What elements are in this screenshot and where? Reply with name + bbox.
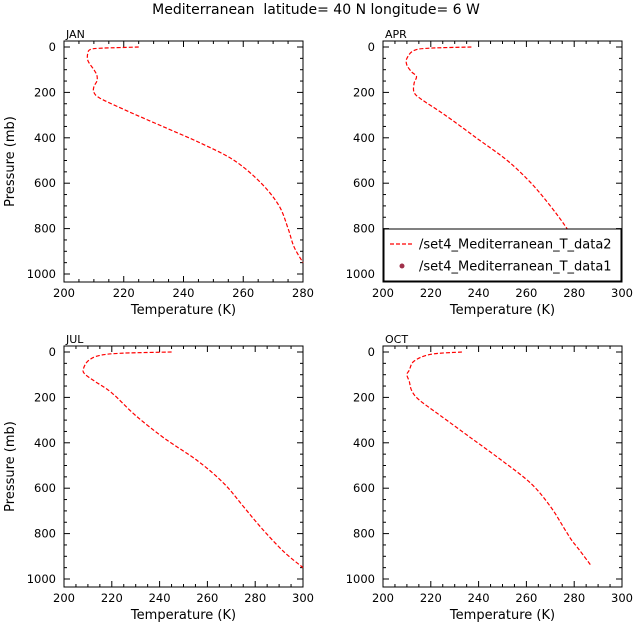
x-tick-label: 300 [611, 286, 633, 300]
y-tick-label: 200 [34, 85, 56, 99]
panel-oct: OCT 200 220 240 260 280 300 0 200 400 600 800 1000 Te… [346, 333, 633, 623]
plot-frame [63, 40, 304, 283]
y-tick-label: 400 [353, 131, 375, 145]
y-tick-label: 600 [353, 481, 375, 495]
legend: /set4_Mediterranean_T_data2/set4_Mediter… [383, 228, 622, 282]
y-tick-label: 800 [34, 527, 56, 541]
y-tick-label: 0 [49, 40, 56, 54]
legend-box [383, 228, 622, 282]
y-tick-label: 200 [353, 85, 375, 99]
x-tick-label: 280 [292, 286, 314, 300]
legend-entry-label: /set4_Mediterranean_T_data2 [419, 238, 612, 253]
x-tick-label: 280 [563, 286, 585, 300]
panel-label: JUL [65, 333, 84, 346]
panel-label: OCT [385, 333, 408, 346]
x-axis-label: Temperature (K) [130, 608, 236, 623]
x-axis-label: Temperature (K) [130, 303, 236, 318]
y-tick-label: 1000 [27, 267, 56, 281]
x-tick-label: 200 [53, 591, 75, 605]
x-tick-label: 240 [149, 591, 171, 605]
x-tick-label: 240 [468, 591, 490, 605]
y-axis-label: Pressure (mb) [3, 421, 18, 512]
y-tick-label: 200 [34, 390, 56, 404]
y-axis-label: Pressure (mb) [3, 116, 18, 207]
y-tick-label: 800 [353, 527, 375, 541]
y-tick-label: 800 [34, 222, 56, 236]
x-tick-label: 260 [515, 591, 537, 605]
panel-label: JAN [65, 28, 85, 41]
x-tick-label: 200 [372, 591, 394, 605]
x-tick-label: 200 [372, 286, 394, 300]
plot-frame [382, 345, 623, 588]
x-tick-label: 260 [196, 591, 218, 605]
x-tick-label: 300 [611, 591, 633, 605]
x-tick-label: 260 [232, 286, 254, 300]
figure-title: Mediterranean latitude= 40 N longitude= … [152, 2, 480, 18]
y-tick-label: 1000 [346, 572, 375, 586]
x-tick-label: 240 [468, 286, 490, 300]
y-tick-label: 600 [34, 176, 56, 190]
series-line-data2 [406, 351, 592, 566]
series-line-data2 [86, 46, 304, 263]
series-line-data2 [82, 351, 304, 569]
y-tick-label: 400 [34, 131, 56, 145]
y-tick-label: 600 [34, 481, 56, 495]
y-tick-label: 0 [368, 40, 375, 54]
x-tick-label: 260 [515, 286, 537, 300]
plot-frame [63, 345, 304, 588]
panel-jul: JUL 200 220 240 260 280 300 0 200 400 600 800 1000 Te… [3, 333, 314, 623]
x-tick-label: 220 [101, 591, 123, 605]
x-tick-label: 300 [292, 591, 314, 605]
legend-entry-label: /set4_Mediterranean_T_data1 [419, 260, 612, 275]
y-tick-label: 1000 [27, 572, 56, 586]
series-line-data2 [405, 46, 587, 259]
panel-label: APR [385, 28, 407, 41]
x-axis-label: Temperature (K) [449, 303, 555, 318]
x-axis-label: Temperature (K) [449, 608, 555, 623]
y-tick-label: 400 [353, 436, 375, 450]
y-tick-label: 0 [368, 345, 375, 359]
x-tick-label: 220 [420, 286, 442, 300]
x-tick-label: 280 [244, 591, 266, 605]
y-tick-label: 600 [353, 176, 375, 190]
y-tick-label: 400 [34, 436, 56, 450]
y-tick-label: 1000 [346, 267, 375, 281]
x-tick-label: 200 [53, 286, 75, 300]
x-tick-label: 240 [173, 286, 195, 300]
y-tick-label: 800 [353, 222, 375, 236]
y-tick-label: 0 [49, 345, 56, 359]
x-tick-label: 280 [563, 591, 585, 605]
x-tick-label: 220 [420, 591, 442, 605]
panel-jan: JAN 200 220 240 260 280 0 200 400 600 800 1000 Tempe… [3, 28, 314, 318]
y-tick-label: 200 [353, 390, 375, 404]
x-tick-label: 220 [113, 286, 135, 300]
legend-dot-swatch [399, 263, 405, 269]
